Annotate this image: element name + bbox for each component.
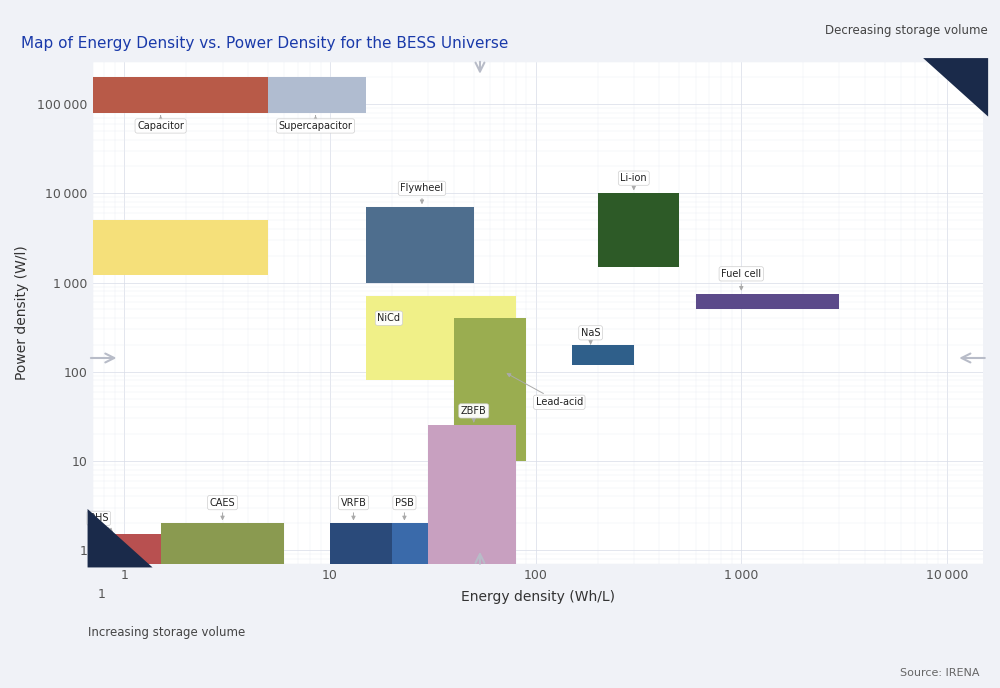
Text: CAES: CAES	[210, 497, 235, 519]
Bar	[330, 524, 392, 564]
Bar	[392, 524, 428, 564]
Text: Map of Energy Density vs. Power Density for the BESS Universe: Map of Energy Density vs. Power Density …	[21, 36, 509, 51]
Text: 1: 1	[98, 588, 105, 601]
Text: PSB: PSB	[395, 497, 414, 519]
Text: VRFB: VRFB	[341, 497, 366, 519]
Bar	[696, 294, 839, 310]
Text: Decreasing storage volume: Decreasing storage volume	[825, 25, 988, 37]
Text: Fuel cell: Fuel cell	[721, 269, 761, 290]
Text: Flywheel: Flywheel	[400, 183, 444, 203]
Text: Source: IRENA: Source: IRENA	[900, 667, 980, 678]
Bar	[598, 193, 679, 267]
Text: Increasing storage volume: Increasing storage volume	[88, 626, 245, 639]
X-axis label: Energy density (Wh/L): Energy density (Wh/L)	[461, 590, 615, 604]
Text: Li-ion: Li-ion	[620, 173, 647, 189]
Y-axis label: Power density (W/l): Power density (W/l)	[15, 246, 29, 380]
Text: Lead-acid: Lead-acid	[507, 374, 583, 407]
Bar	[366, 297, 516, 380]
Text: ZBFB: ZBFB	[461, 406, 487, 422]
Bar	[366, 207, 474, 283]
Bar	[0, 77, 268, 113]
Text: NaS: NaS	[581, 327, 600, 344]
Bar	[454, 318, 526, 461]
Text: Supercapacitor: Supercapacitor	[279, 116, 352, 131]
Bar	[161, 524, 284, 564]
Bar	[268, 77, 366, 113]
Text: PHS: PHS	[89, 513, 112, 532]
Bar	[63, 535, 161, 564]
Text: NiCd: NiCd	[377, 313, 400, 323]
Bar	[572, 345, 634, 365]
Text: Capacitor: Capacitor	[137, 116, 184, 131]
Text: SMES: SMES	[0, 687, 1, 688]
Bar	[428, 425, 516, 564]
Bar	[0, 220, 268, 275]
